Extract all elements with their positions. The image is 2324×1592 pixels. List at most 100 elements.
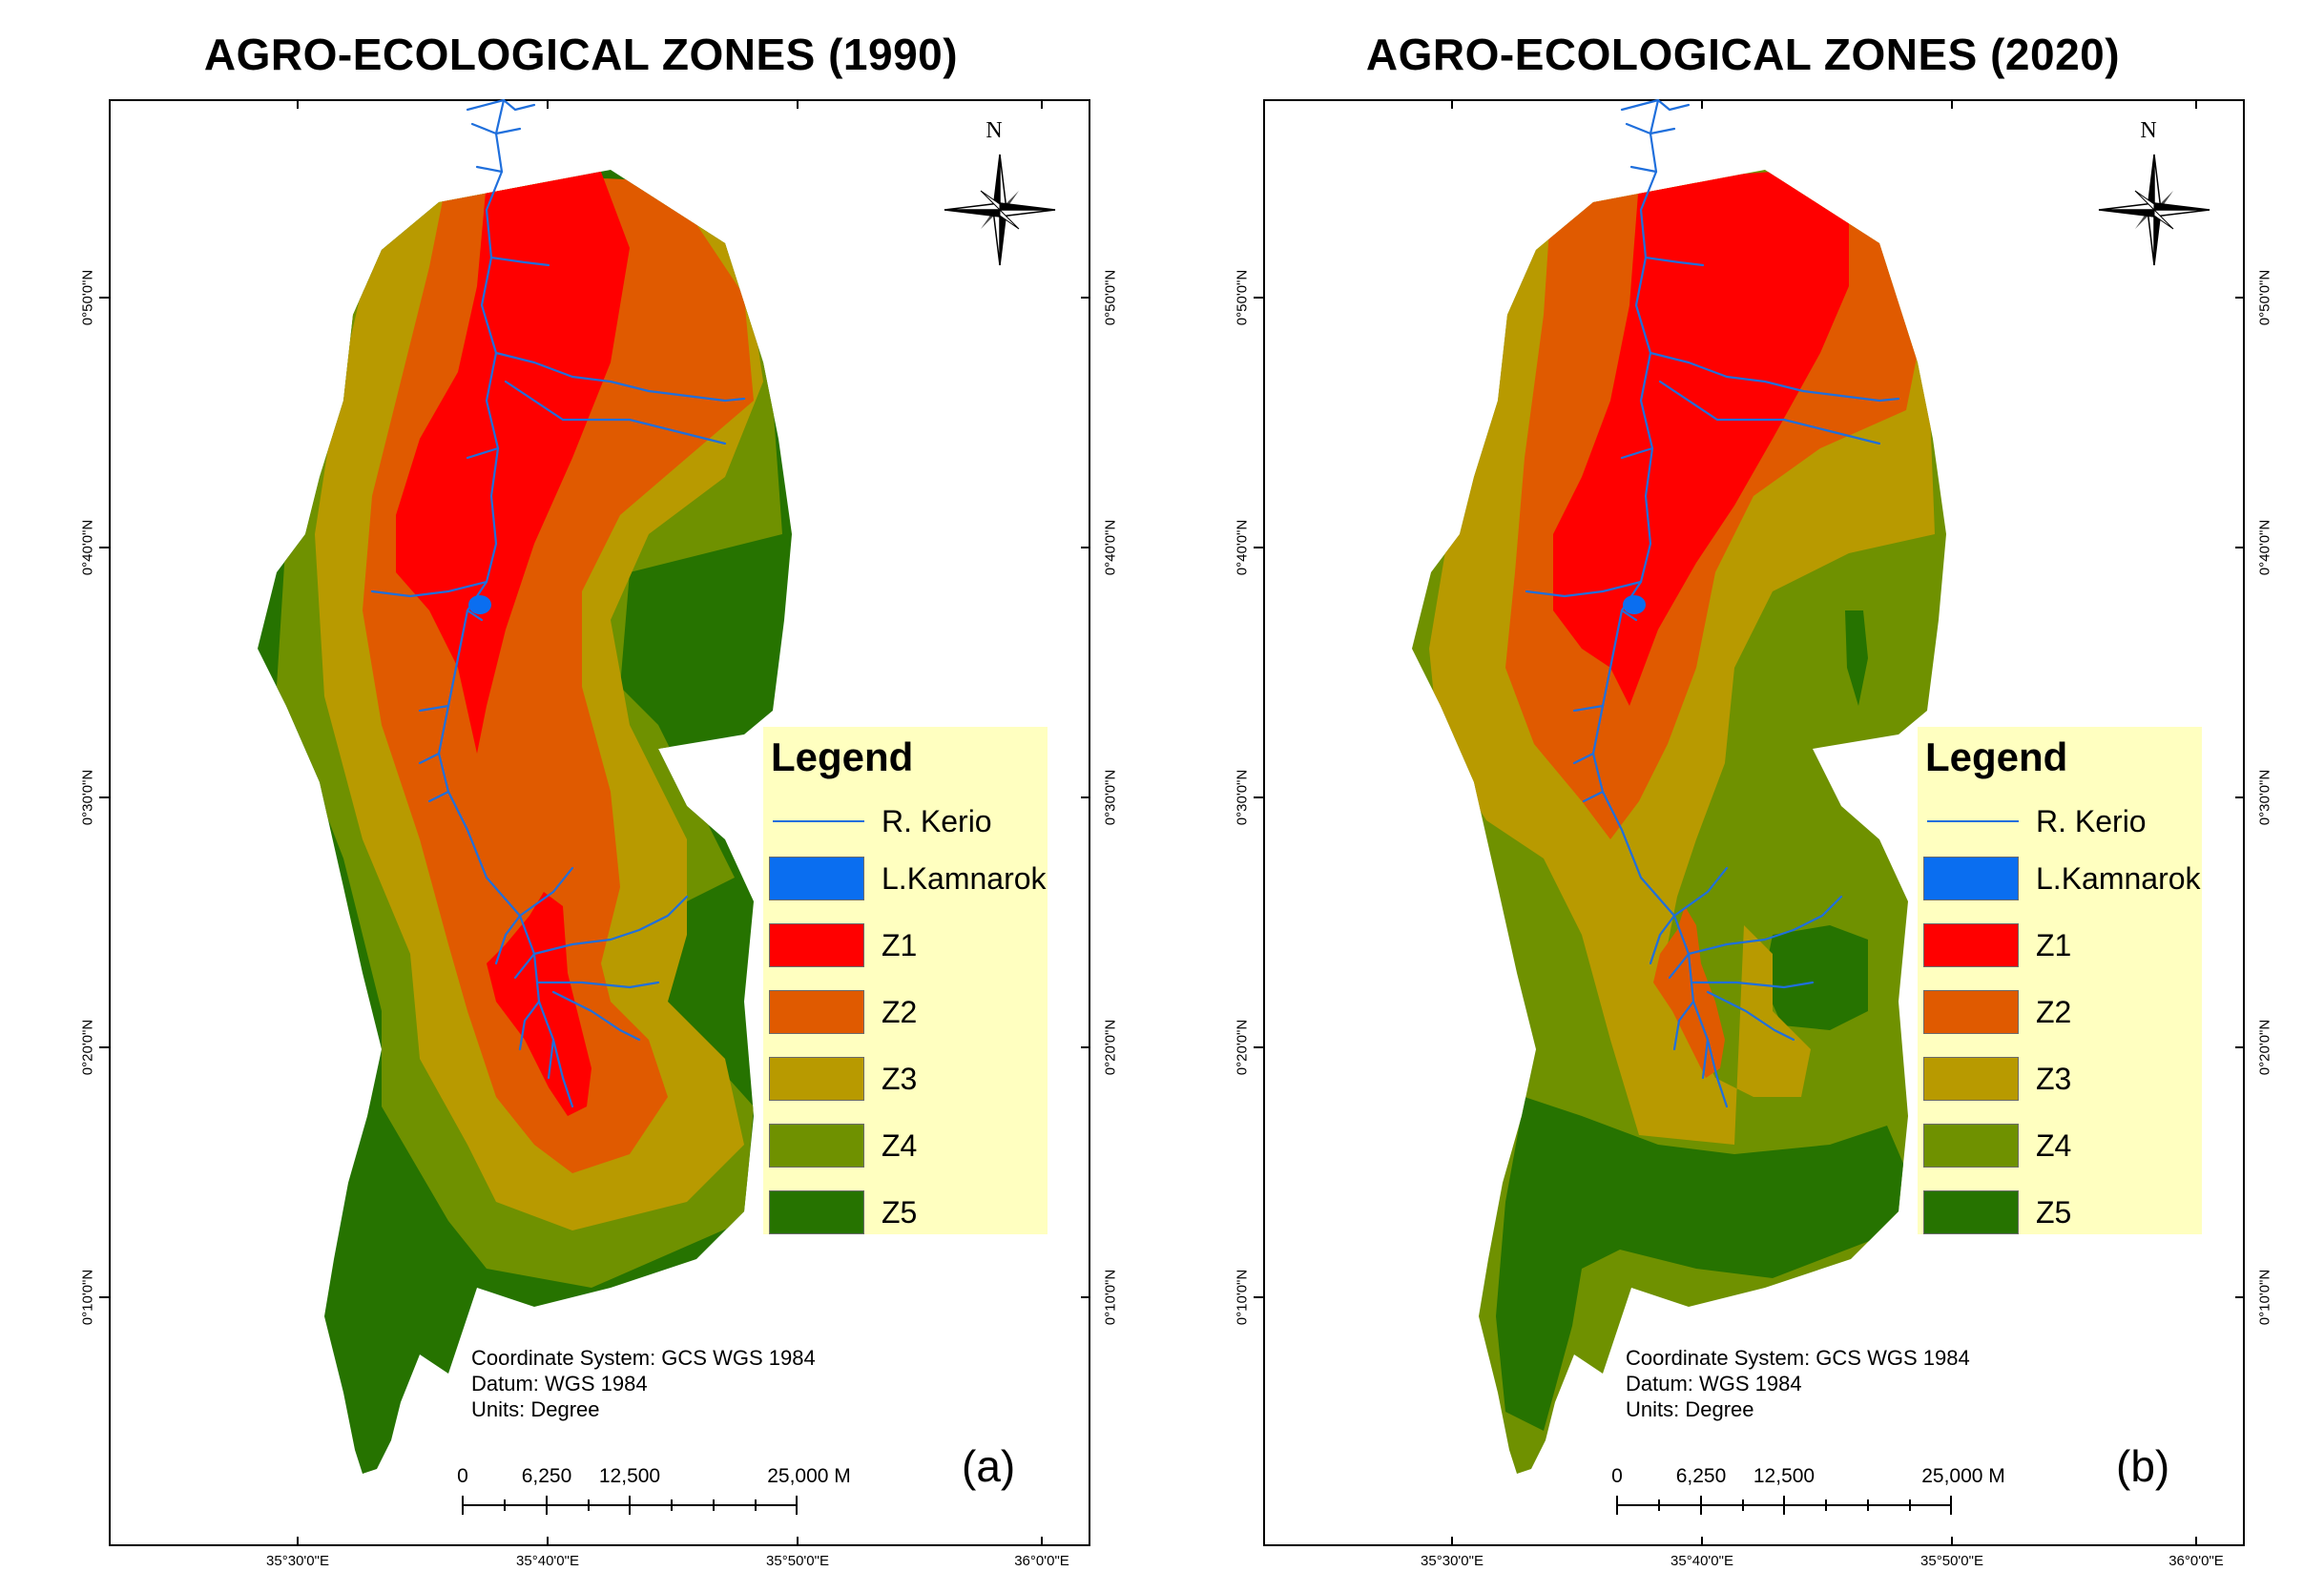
lon-label: 36°0'0"E xyxy=(2168,1553,2224,1569)
legend-label: Z2 xyxy=(882,994,918,1029)
lat-label: 0°10'0"N xyxy=(2256,1269,2273,1326)
lat-label: 0°30'0"N xyxy=(1102,769,1119,826)
scale-label: 25,000 M xyxy=(767,1465,851,1487)
z4-swatch xyxy=(769,1124,864,1168)
coordinate-system-text: Coordinate System: GCS WGS 1984 xyxy=(471,1346,816,1370)
lon-label: 35°30'0"E xyxy=(266,1553,329,1569)
scale-label: 0 xyxy=(457,1465,468,1487)
river-kerio xyxy=(370,98,746,1108)
legend-label: R. Kerio xyxy=(2036,803,2147,838)
lake-kamnarok xyxy=(1623,595,1646,614)
lat-label: 0°50'0"N xyxy=(2256,269,2273,326)
map-metadata: Coordinate System: GCS WGS 1984 Datum: W… xyxy=(471,1345,816,1422)
legend-item-lake: L.Kamnarok xyxy=(1923,845,2202,912)
scale-label: 12,500 xyxy=(598,1465,661,1487)
legend-item-z3: Z3 xyxy=(1923,1045,2202,1112)
legend-label: L.Kamnarok xyxy=(2036,860,2201,896)
river-line-symbol xyxy=(769,799,864,843)
units-text: Units: Degree xyxy=(1626,1397,1754,1421)
z5-swatch xyxy=(1923,1190,2019,1234)
lat-label: 0°40'0"N xyxy=(79,519,96,576)
legend-item-z1: Z1 xyxy=(1923,912,2202,979)
scale-label: 6,250 xyxy=(521,1465,572,1487)
panel-title: AGRO-ECOLOGICAL ZONES (1990) xyxy=(203,30,959,79)
lon-label: 35°50'0"E xyxy=(1920,1553,1983,1569)
frame-ticks xyxy=(99,99,1090,1546)
lat-label: 0°40'0"N xyxy=(1102,519,1119,576)
legend-item-z1: Z1 xyxy=(769,912,1048,979)
z3-swatch xyxy=(769,1057,864,1101)
legend-item-z4: Z4 xyxy=(1923,1112,2202,1179)
panel-letter: (b) xyxy=(2116,1441,2170,1491)
lat-label: 0°30'0"N xyxy=(2256,769,2273,826)
z4-swatch xyxy=(1923,1124,2019,1168)
legend-title: Legend xyxy=(1925,734,2068,779)
panel-title: AGRO-ECOLOGICAL ZONES (2020) xyxy=(1365,30,2121,79)
z5-swatch xyxy=(769,1190,864,1234)
lat-label: 0°20'0"N xyxy=(1102,1019,1119,1076)
north-arrow xyxy=(944,154,1056,266)
panel-letter: (a) xyxy=(962,1441,1016,1491)
lat-label: 0°10'0"N xyxy=(79,1269,96,1326)
north-label: N xyxy=(986,118,1003,143)
scale-label: 0 xyxy=(1611,1465,1623,1487)
lake-swatch xyxy=(769,857,864,900)
zone-z1-area xyxy=(1553,172,1849,706)
legend-item-z2: Z2 xyxy=(1923,979,2202,1045)
zone-z5-area xyxy=(1496,1097,1916,1431)
z1-swatch xyxy=(1923,923,2019,967)
zone-map xyxy=(99,98,1090,1546)
legend-item-z4: Z4 xyxy=(769,1112,1048,1179)
scale-label: 6,250 xyxy=(1675,1465,1727,1487)
legend: Legend R. Kerio L.Kamnarok Z1 Z2 Z3 Z4 Z… xyxy=(763,727,1048,1234)
legend-item-river: R. Kerio xyxy=(1923,797,2202,845)
z2-swatch xyxy=(769,990,864,1034)
lat-label: 0°20'0"N xyxy=(1234,1019,1251,1076)
legend-label: Z5 xyxy=(2036,1194,2072,1230)
coordinate-system-text: Coordinate System: GCS WGS 1984 xyxy=(1626,1346,1970,1370)
legend-label: Z1 xyxy=(2036,927,2072,962)
legend-label: Z3 xyxy=(882,1061,918,1096)
zone-map xyxy=(1254,98,2245,1546)
north-label: N xyxy=(2140,118,2157,143)
legend-label: L.Kamnarok xyxy=(882,860,1047,896)
lat-label: 0°10'0"N xyxy=(1234,1269,1251,1326)
legend-label: Z3 xyxy=(2036,1061,2072,1096)
legend: Legend R. Kerio L.Kamnarok Z1 Z2 Z3 Z4 Z… xyxy=(1918,727,2202,1234)
legend-item-z5: Z5 xyxy=(1923,1179,2202,1246)
lon-label: 36°0'0"E xyxy=(1014,1553,1069,1569)
frame-ticks xyxy=(1254,99,2245,1546)
lat-label: 0°30'0"N xyxy=(1234,769,1251,826)
lon-label: 35°40'0"E xyxy=(516,1553,579,1569)
map-panel-1990: AGRO-ECOLOGICAL ZONES (1990) xyxy=(79,30,1119,1569)
lake-kamnarok xyxy=(468,595,491,614)
legend-item-lake: L.Kamnarok xyxy=(769,845,1048,912)
legend-label: Z2 xyxy=(2036,994,2072,1029)
lat-label: 0°20'0"N xyxy=(79,1019,96,1076)
legend-label: R. Kerio xyxy=(882,803,992,838)
lat-label: 0°50'0"N xyxy=(1234,269,1251,326)
z3-swatch xyxy=(1923,1057,2019,1101)
north-arrow xyxy=(2098,154,2210,266)
scale-bar xyxy=(1616,1496,1952,1515)
legend-label: Z1 xyxy=(882,927,918,962)
lat-label: 0°50'0"N xyxy=(79,269,96,326)
river-kerio xyxy=(1525,98,1900,1108)
map-panel-2020: AGRO-ECOLOGICAL ZONES (2020) xyxy=(1162,0,2324,1592)
legend-label: Z5 xyxy=(882,1194,918,1230)
zone-z5-north-area xyxy=(1845,610,1868,706)
lat-label: 0°50'0"N xyxy=(1102,269,1119,326)
legend-label: Z4 xyxy=(2036,1127,2072,1163)
map-metadata: Coordinate System: GCS WGS 1984 Datum: W… xyxy=(1626,1345,1970,1422)
z2-swatch xyxy=(1923,990,2019,1034)
lon-label: 35°30'0"E xyxy=(1421,1553,1484,1569)
lake-swatch xyxy=(1923,857,2019,900)
units-text: Units: Degree xyxy=(471,1397,600,1421)
scale-bar xyxy=(462,1496,798,1515)
z1-swatch xyxy=(769,923,864,967)
lat-label: 0°30'0"N xyxy=(79,769,96,826)
datum-text: Datum: WGS 1984 xyxy=(471,1372,648,1396)
lat-label: 0°40'0"N xyxy=(2256,519,2273,576)
scale-label: 12,500 xyxy=(1753,1465,1816,1487)
lat-label: 0°20'0"N xyxy=(2256,1019,2273,1076)
